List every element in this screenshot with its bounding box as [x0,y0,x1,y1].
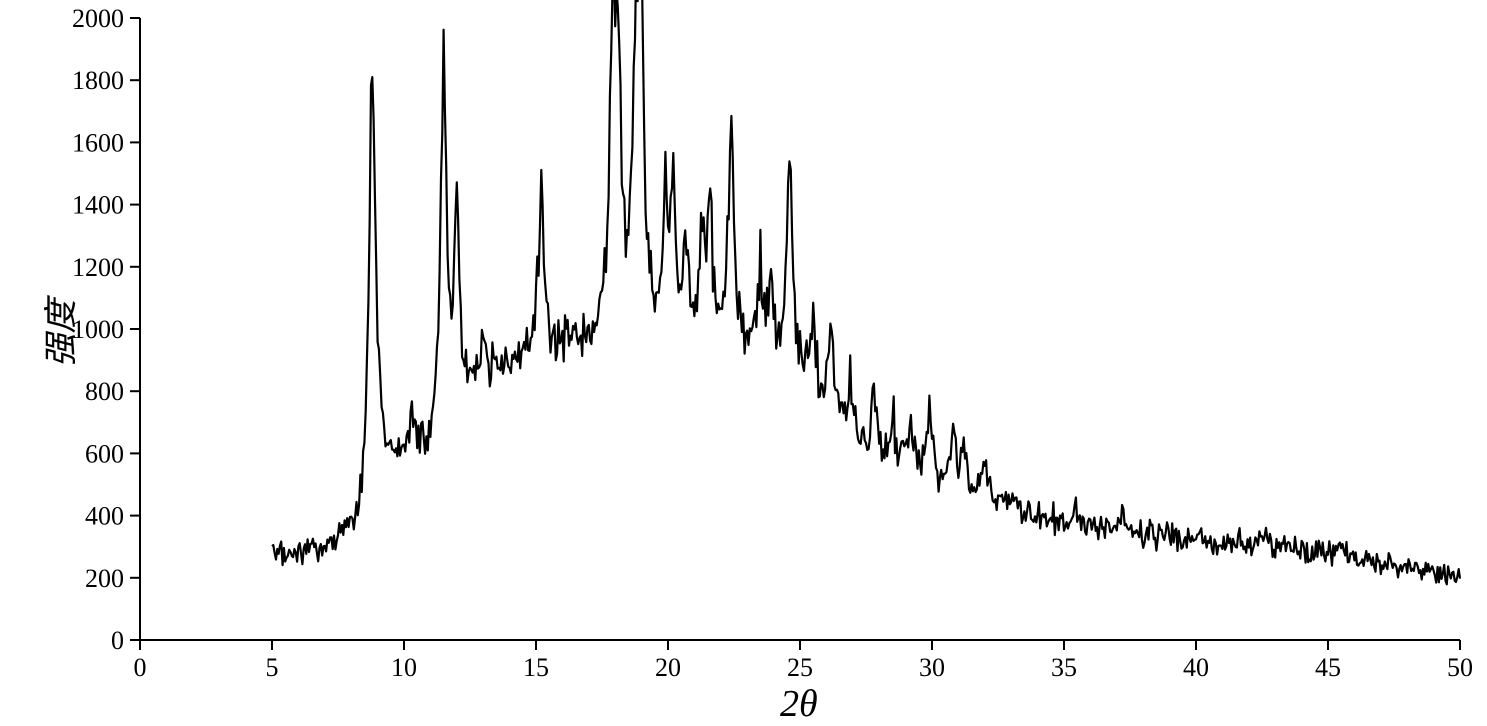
chart-svg: 0510152025303540455002004006008001000120… [0,0,1487,717]
y-tick-label: 1600 [72,128,124,157]
x-tick-label: 45 [1315,653,1341,682]
y-tick-label: 200 [85,564,124,593]
y-tick-label: 1400 [72,191,124,220]
y-tick-label: 600 [85,439,124,468]
x-tick-label: 20 [655,653,681,682]
x-tick-label: 0 [134,653,147,682]
y-tick-label: 2000 [72,4,124,33]
y-tick-label: 1800 [72,66,124,95]
diffraction-trace [272,0,1460,584]
y-tick-label: 1200 [72,253,124,282]
xrd-chart: 0510152025303540455002004006008001000120… [0,0,1487,717]
x-tick-label: 35 [1051,653,1077,682]
x-tick-label: 5 [266,653,279,682]
x-tick-label: 40 [1183,653,1209,682]
x-tick-label: 30 [919,653,945,682]
x-axis-title: 2θ [780,682,818,726]
y-tick-label: 400 [85,502,124,531]
y-axis-title: 强度 [34,300,83,368]
x-tick-label: 25 [787,653,813,682]
x-tick-label: 50 [1447,653,1473,682]
x-tick-label: 15 [523,653,549,682]
y-tick-label: 0 [111,626,124,655]
y-tick-label: 800 [85,377,124,406]
x-tick-label: 10 [391,653,417,682]
